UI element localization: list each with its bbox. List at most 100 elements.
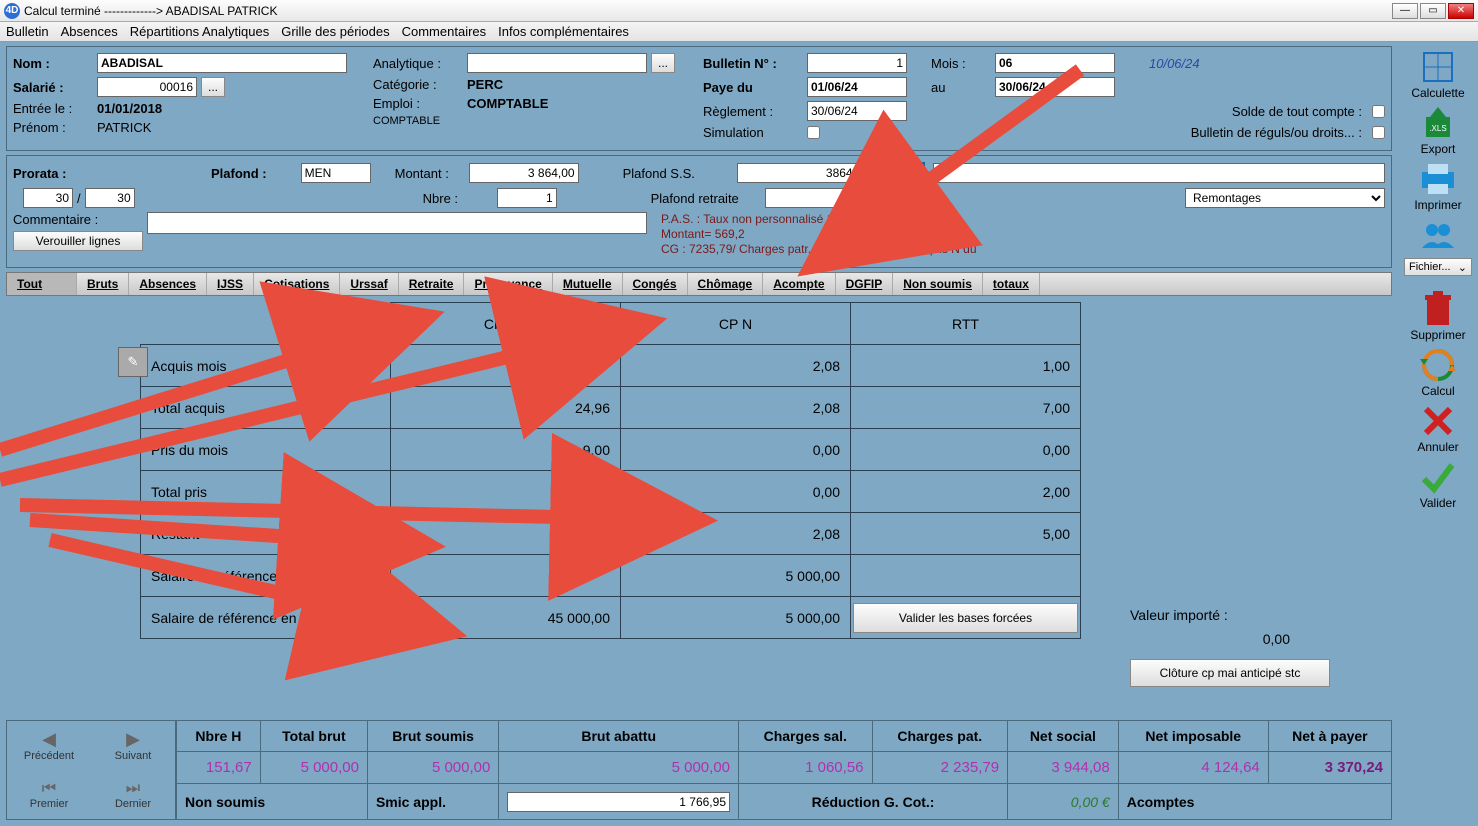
categorie-value: PERC <box>467 77 503 92</box>
tab-mutuelle[interactable]: Mutuelle <box>553 273 623 295</box>
tab-retraite[interactable]: Retraite <box>399 273 465 295</box>
entree-value: 01/01/2018 <box>97 101 162 116</box>
reduction-value: 0,00 € <box>1008 784 1119 820</box>
salarie-lookup-button[interactable]: ... <box>201 77 225 97</box>
reguls-label: Bulletin de réguls/ou droits... : <box>1191 125 1362 140</box>
prorata-label: Prorata : <box>13 166 83 181</box>
nav-prev[interactable]: ◀Précédent <box>7 721 91 770</box>
plafond-type-input[interactable] <box>301 163 371 183</box>
side-export[interactable]: .XLSExport <box>1418 106 1458 156</box>
salarie-input[interactable] <box>97 77 197 97</box>
nom-label: Nom : <box>13 56 93 71</box>
th-netsocial: Net social <box>1008 721 1119 752</box>
right-sidebar: Calculette .XLSExport Imprimer Fichier..… <box>1398 42 1478 826</box>
emploi-sub: COMPTABLE <box>373 115 440 127</box>
verrouiller-button[interactable]: Verouiller lignes <box>13 231 143 251</box>
search-icon[interactable]: 🔍 <box>903 162 925 184</box>
valeur-importe-value: 0,00 <box>1130 631 1290 647</box>
menu-infos[interactable]: Infos complémentaires <box>492 24 635 39</box>
th-nbreh: Nbre H <box>177 721 261 752</box>
tab-dgfip[interactable]: DGFIP <box>836 273 894 295</box>
plafond-ss-input[interactable] <box>737 163 857 183</box>
pas-line3: CG : 7235,79/ Charges patr. : 2235,79. c… <box>661 242 977 257</box>
row-restant: Restant <box>141 513 391 555</box>
pas-line1: P.A.S. : Taux non personnalisé 13,8 %, B… <box>661 212 977 227</box>
commentaire-input[interactable] <box>147 212 647 234</box>
acomptes-label: Acomptes <box>1118 784 1391 820</box>
tab-absences[interactable]: Absences <box>129 273 207 295</box>
edit-icon[interactable]: ✎ <box>118 347 148 377</box>
tab-prevoyance[interactable]: Prévoyance <box>464 273 552 295</box>
refresh-icon[interactable]: ↻ <box>871 162 893 184</box>
nav-last[interactable]: ⏭Dernier <box>91 770 175 819</box>
plafond-ss-label: Plafond S.S. <box>623 166 733 181</box>
mois-label: Mois : <box>931 56 991 71</box>
valeur-importe-label: Valeur importé : <box>1130 607 1330 623</box>
side-imprimer[interactable]: Imprimer <box>1414 162 1461 212</box>
plafond-retraite-input[interactable] <box>765 188 885 208</box>
smic-input[interactable] <box>507 792 730 812</box>
menu-commentaires[interactable]: Commentaires <box>396 24 493 39</box>
row-salaire-ref-cumul: Salaire de référence en cumul <box>141 597 391 639</box>
solde-label: Solde de tout compte : <box>1232 104 1362 119</box>
tab-tout[interactable]: Tout <box>7 273 77 295</box>
analytique-input[interactable] <box>467 53 647 73</box>
tab-acompte[interactable]: Acompte <box>763 273 835 295</box>
tab-conges[interactable]: Congés <box>623 273 688 295</box>
menu-bar: Bulletin Absences Répartitions Analytiqu… <box>0 22 1478 42</box>
menu-repartitions[interactable]: Répartitions Analytiques <box>124 24 275 39</box>
conges-table: CP n-1CP NRTT Acquis mois2,081,00 Total … <box>140 302 1081 639</box>
tab-urssaf[interactable]: Urssaf <box>340 273 398 295</box>
nav-first[interactable]: ⏮Premier <box>7 770 91 819</box>
maximize-button[interactable]: ▭ <box>1420 3 1446 19</box>
side-valider[interactable]: Valider <box>1418 460 1458 510</box>
nbre-label: Nbre : <box>423 191 493 206</box>
th-netimposable: Net imposable <box>1118 721 1268 752</box>
nav-next[interactable]: ▶Suivant <box>91 721 175 770</box>
side-fichier[interactable]: Fichier...⌄ <box>1404 258 1472 276</box>
commentaire-label: Commentaire : <box>13 212 143 227</box>
tab-cotisations[interactable]: Cotisations <box>254 273 340 295</box>
paye-au-input[interactable] <box>995 77 1115 97</box>
side-calculette[interactable]: Calculette <box>1411 50 1464 100</box>
minimize-button[interactable]: — <box>1392 3 1418 19</box>
reduction-label: Réduction G. Cot.: <box>739 784 1008 820</box>
menu-absences[interactable]: Absences <box>55 24 124 39</box>
simulation-checkbox[interactable] <box>807 126 820 139</box>
tab-totaux[interactable]: totaux <box>983 273 1040 295</box>
row-salaire-ref-mois: Salaire de référence mois <box>141 555 391 597</box>
reguls-checkbox[interactable] <box>1372 126 1385 139</box>
categorie-label: Catégorie : <box>373 77 463 92</box>
mois-input[interactable] <box>995 53 1115 73</box>
tab-nonsoumis[interactable]: Non soumis <box>893 273 983 295</box>
side-annuler[interactable]: Annuler <box>1417 404 1458 454</box>
side-supprimer[interactable]: Supprimer <box>1410 292 1465 342</box>
remontages-select[interactable]: Remontages <box>1185 188 1385 208</box>
paye-du-input[interactable] <box>807 77 907 97</box>
solde-checkbox[interactable] <box>1372 105 1385 118</box>
prenom-value: PATRICK <box>97 120 151 135</box>
search-input[interactable] <box>933 163 1385 183</box>
side-calcul[interactable]: Calcul <box>1418 348 1458 398</box>
reglement-input[interactable] <box>807 101 907 121</box>
row-total-acquis: Total acquis <box>141 387 391 429</box>
montant-input[interactable] <box>469 163 579 183</box>
close-button[interactable]: ✕ <box>1448 3 1474 19</box>
tab-ijss[interactable]: IJSS <box>207 273 254 295</box>
menu-bulletin[interactable]: Bulletin <box>0 24 55 39</box>
valider-bases-button[interactable]: Valider les bases forcées <box>853 603 1078 633</box>
bulletin-input[interactable] <box>807 53 907 73</box>
analytique-lookup-button[interactable]: ... <box>651 53 675 73</box>
prorata1-input[interactable] <box>23 188 73 208</box>
nom-input[interactable] <box>97 53 347 73</box>
th-brutabattu: Brut abattu <box>499 721 739 752</box>
tab-bruts[interactable]: Bruts <box>77 273 129 295</box>
prorata2-input[interactable] <box>85 188 135 208</box>
cloture-button[interactable]: Clôture cp mai anticipé stc <box>1130 659 1330 687</box>
tab-chomage[interactable]: Chômage <box>688 273 764 295</box>
menu-grille[interactable]: Grille des périodes <box>275 24 395 39</box>
side-users-icon[interactable] <box>1418 218 1458 252</box>
emploi-label: Emploi : <box>373 96 463 111</box>
entree-label: Entrée le : <box>13 101 93 116</box>
nbre-input[interactable] <box>497 188 557 208</box>
